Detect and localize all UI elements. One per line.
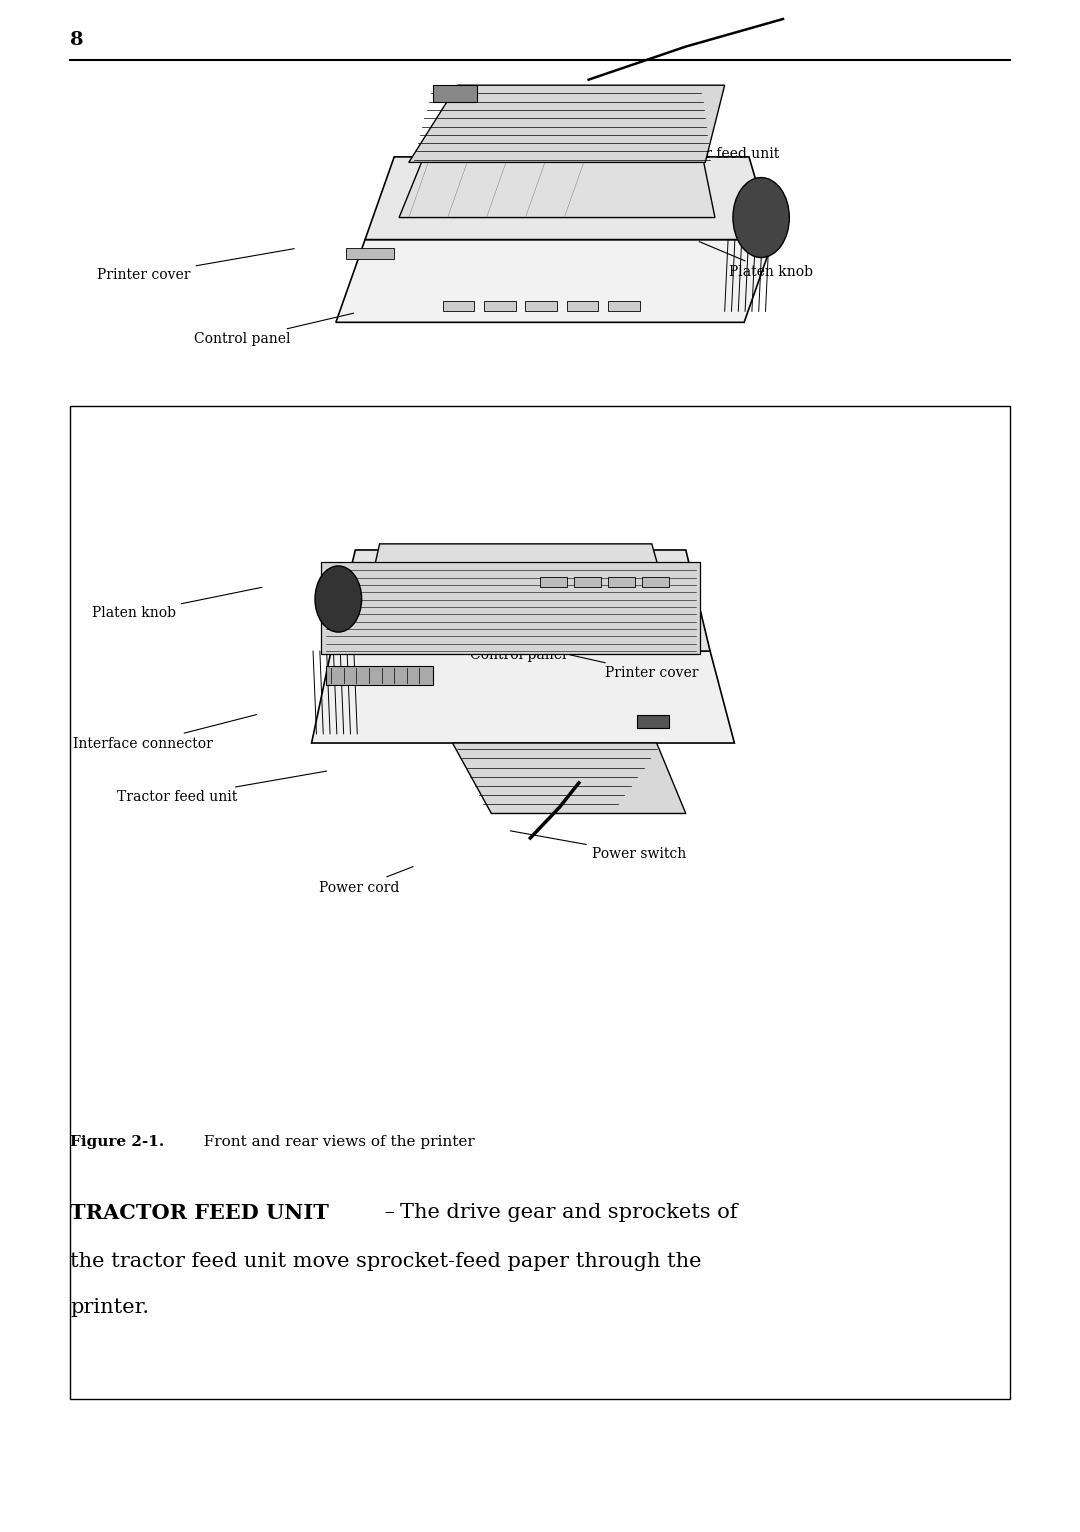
Bar (637, 715, 669, 728)
Bar (525, 300, 557, 311)
Text: Figure 2-1.: Figure 2-1. (70, 1135, 164, 1149)
Polygon shape (409, 86, 725, 162)
Bar (346, 248, 394, 259)
Polygon shape (322, 562, 701, 654)
Bar (540, 578, 567, 587)
Bar (326, 666, 433, 685)
Text: Printer cover: Printer cover (97, 248, 294, 282)
Text: the tractor feed unit move sprocket-feed paper through the: the tractor feed unit move sprocket-feed… (70, 1252, 702, 1270)
Polygon shape (400, 146, 715, 218)
Bar (642, 578, 669, 587)
Text: Platen knob: Platen knob (92, 587, 261, 620)
Text: Tractor feed unit: Tractor feed unit (564, 115, 779, 161)
Bar (608, 300, 639, 311)
Text: Printer cover: Printer cover (570, 654, 699, 680)
Text: 8: 8 (70, 31, 84, 49)
Text: –: – (378, 1203, 402, 1221)
Text: Power switch: Power switch (511, 830, 686, 861)
Text: Control panel: Control panel (194, 313, 353, 346)
Circle shape (315, 565, 362, 633)
Polygon shape (453, 743, 686, 813)
Text: TRACTOR FEED UNIT: TRACTOR FEED UNIT (70, 1203, 329, 1223)
Polygon shape (311, 651, 734, 743)
Polygon shape (361, 544, 676, 630)
Bar (484, 300, 516, 311)
Text: Interface connector: Interface connector (73, 714, 257, 751)
Text: Control panel: Control panel (470, 640, 566, 662)
Polygon shape (365, 156, 773, 239)
Bar (443, 300, 474, 311)
Text: Tractor feed unit: Tractor feed unit (117, 771, 326, 804)
Text: Front and rear views of the printer: Front and rear views of the printer (194, 1135, 475, 1149)
Text: printer.: printer. (70, 1298, 149, 1316)
Circle shape (733, 178, 789, 257)
Bar (575, 578, 600, 587)
Bar (70, 406, 1010, 1399)
Text: The drive gear and sprockets of: The drive gear and sprockets of (400, 1203, 737, 1221)
Bar (433, 86, 477, 101)
Text: Platen knob: Platen knob (699, 242, 813, 279)
Polygon shape (336, 239, 773, 322)
Text: Power cord: Power cord (319, 867, 414, 895)
Polygon shape (330, 550, 711, 651)
Bar (608, 578, 635, 587)
Bar (567, 300, 598, 311)
